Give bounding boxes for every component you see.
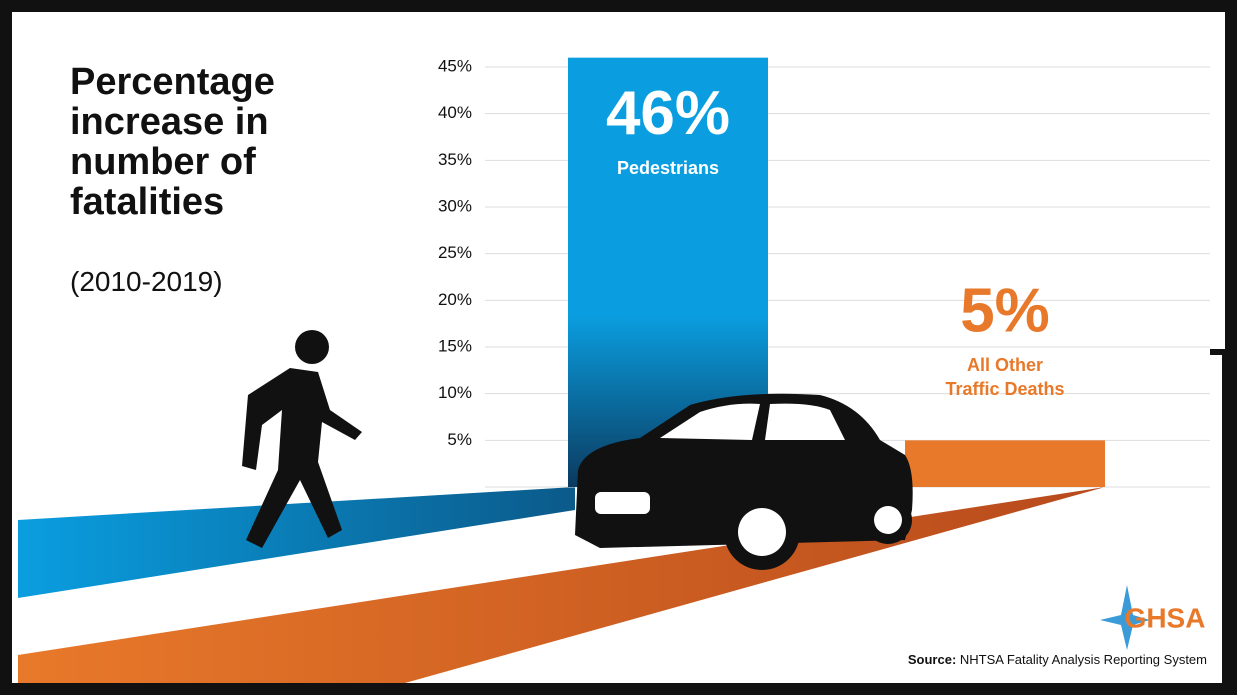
- source-label: Source:: [907, 652, 957, 667]
- y-tick-label: 20%: [438, 290, 472, 309]
- car-icon: [575, 393, 913, 570]
- y-tick-label: 45%: [438, 56, 472, 75]
- category-label-box: All Other Traffic Deaths: [945, 355, 1065, 400]
- y-tick-label: 35%: [438, 150, 472, 169]
- frame-corner: [1210, 349, 1228, 685]
- category-label-box: Pedestrians: [616, 157, 720, 178]
- value-label: 46%: [606, 79, 730, 148]
- y-tick-label: 5%: [447, 430, 472, 449]
- chart-title: Percentage increase in number of fatalit…: [70, 61, 275, 223]
- source-text: NHTSA Fatality Analysis Reporting System: [959, 652, 1207, 667]
- category-label: Pedestrians: [616, 157, 720, 178]
- y-tick-label: 15%: [438, 336, 472, 355]
- category-label: All Other Traffic Deaths: [945, 355, 1065, 400]
- y-tick-label: 40%: [438, 103, 472, 122]
- y-tick-label: 30%: [438, 196, 472, 215]
- chart-subtitle: (2010-2019): [70, 266, 223, 297]
- pedestrian-icon: [242, 330, 362, 548]
- value-label: 5%: [960, 277, 1050, 346]
- logo: GHSA: [1100, 585, 1205, 650]
- y-tick-label: 25%: [438, 243, 472, 262]
- source: Source: NHTSA Fatality Analysis Reportin…: [908, 652, 1207, 667]
- logo-text: GHSA: [1125, 602, 1206, 633]
- bar: [905, 440, 1105, 487]
- y-tick-label: 10%: [438, 383, 472, 402]
- road-blue: [18, 487, 575, 598]
